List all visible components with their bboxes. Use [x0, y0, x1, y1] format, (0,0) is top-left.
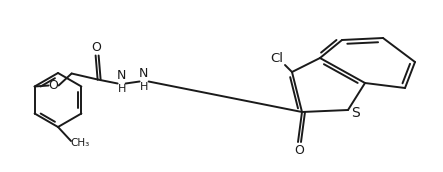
- Text: H: H: [140, 82, 148, 92]
- Text: H: H: [117, 83, 126, 94]
- Text: O: O: [92, 41, 101, 54]
- Text: S: S: [352, 106, 360, 120]
- Text: Cl: Cl: [271, 51, 284, 64]
- Text: N: N: [139, 67, 148, 80]
- Text: N: N: [117, 69, 126, 82]
- Text: O: O: [49, 79, 58, 92]
- Text: CH₃: CH₃: [70, 138, 89, 148]
- Text: O: O: [294, 144, 304, 158]
